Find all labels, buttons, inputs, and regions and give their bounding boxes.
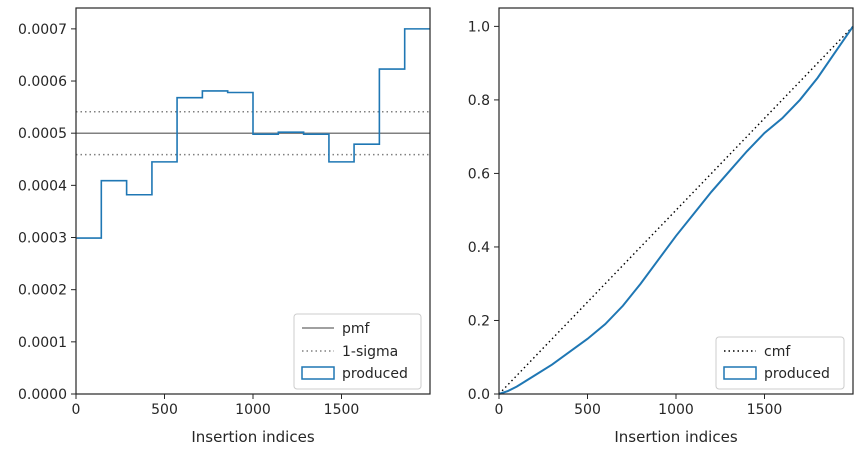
cmf-legend: cmf produced [715,336,845,390]
pmf-x-ticks: 0 500 1000 1500 [72,394,360,418]
pmf-y-tick-label: 0.0000 [18,387,67,403]
pmf-y-tick-label: 0.0001 [18,335,67,351]
pmf-x-axis-label: Insertion indices [191,428,314,446]
pmf-x-tick-label: 500 [151,402,178,418]
pmf-legend-sigma-label: 1-sigma [342,344,398,360]
pmf-legend-frame [293,313,422,390]
pmf-y-tick-label: 0.0003 [18,231,67,247]
cmf-x-ticks: 0 500 1000 1500 [495,394,783,418]
cmf-x-tick-label: 1000 [658,402,694,418]
cmf-y-tick-label: 0.8 [468,93,490,109]
cmf-y-tick-label: 1.0 [468,19,490,35]
cmf-legend-produced-swatch [723,366,757,380]
cmf-x-tick-label: 0 [495,402,504,418]
cmf-y-tick-label: 0.4 [468,240,490,256]
cmf-legend-produced-label: produced [764,366,830,382]
pmf-y-tick-label: 0.0004 [18,178,67,194]
cmf-x-tick-label: 500 [574,402,601,418]
pmf-y-tick-label: 0.0002 [18,283,67,299]
pmf-produced-step-histogram [76,28,430,239]
pmf-y-tick-label: 0.0006 [18,74,67,90]
pmf-y-tick-label: 0.0007 [18,22,67,38]
pmf-y-tick-label: 0.0005 [18,126,67,142]
pmf-y-ticks: 0.0000 0.0001 0.0002 0.0003 0.0004 0.0005 0.00… [18,22,76,403]
cmf-y-ticks: 0.0 0.2 0.4 0.6 0.8 1.0 [468,19,499,403]
pmf-chart: 0 500 1000 1500 0.00000.00010.00020.00030.0… [18,7,431,446]
cmf-legend-frame [715,336,845,390]
cmf-legend-cmf-label: cmf [764,344,791,360]
cmf-y-tick-label: 0.2 [468,313,490,329]
cmf-chart: 0 500 1000 1500 0.0 0.2 0.4 0.6 0.8 1.0 Insertio… [468,7,854,446]
cmf-x-axis-label: Insertion indices [614,428,737,446]
pmf-legend-produced-label: produced [342,366,408,382]
pmf-x-tick-label: 1500 [324,402,360,418]
cmf-plot-area [498,25,854,395]
pmf-x-tick-label: 0 [72,402,81,418]
pmf-legend: pmf 1-sigma produced [293,313,422,390]
pmf-x-tick-label: 1000 [235,402,271,418]
pmf-legend-produced-swatch [301,366,335,380]
pmf-legend-pmf-label: pmf [342,321,371,337]
cmf-y-tick-label: 0.6 [468,166,490,182]
pmf-plot-area [76,28,430,239]
cmf-produced-line [498,25,854,395]
cmf-y-tick-label: 0.0 [468,387,490,403]
cmf-x-tick-label: 1500 [747,402,783,418]
